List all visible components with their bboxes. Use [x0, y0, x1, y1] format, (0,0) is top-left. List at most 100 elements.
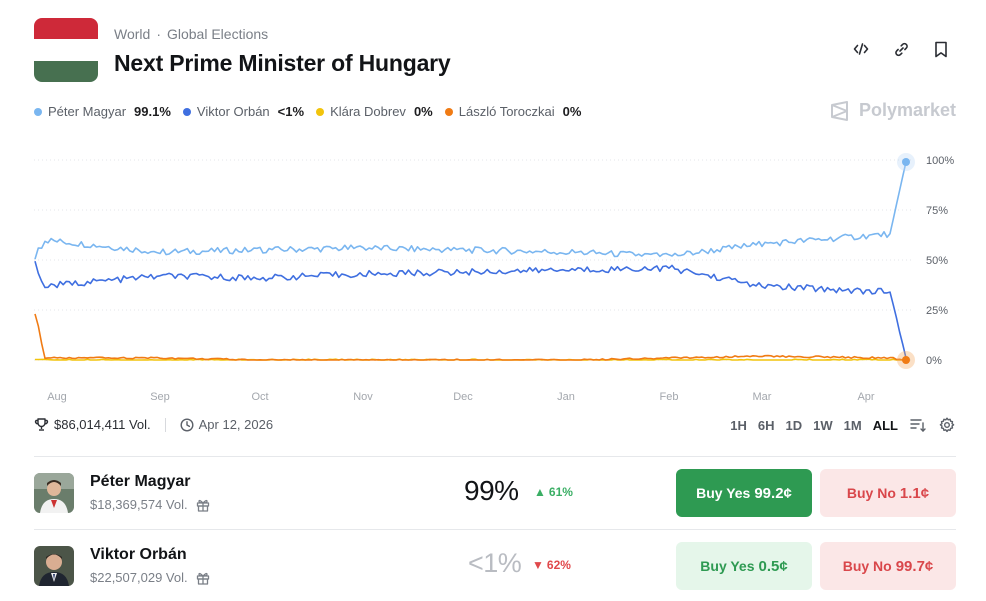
outcome-row-orban: Viktor Orbán $22,507,029 Vol. <1% ▼ 62% … — [34, 529, 956, 601]
range-1d[interactable]: 1D — [785, 417, 803, 433]
range-1m[interactable]: 1M — [843, 417, 862, 433]
x-tick-label: Apr — [857, 391, 874, 403]
gift-icon[interactable] — [196, 571, 210, 585]
outcome-volume-group: $18,369,574 Vol. — [90, 497, 210, 512]
range-1h[interactable]: 1H — [730, 417, 747, 433]
outcome-row-magyar: Péter Magyar $18,369,574 Vol. 99% ▲ 61% … — [34, 456, 956, 529]
x-tick-label: Nov — [353, 391, 373, 403]
y-tick-label: 75% — [926, 205, 948, 217]
gift-icon[interactable] — [196, 498, 210, 512]
x-tick-label: Jan — [557, 391, 575, 403]
outcome-probability: 99% — [464, 475, 519, 506]
buy-no-price: 99.7¢ — [895, 557, 934, 575]
y-tick-label: 50% — [926, 255, 948, 267]
polymarket-icon — [830, 100, 848, 121]
legend-label: Péter Magyar — [48, 104, 127, 119]
price-chart: 100% 75% 50% 25% 0% Aug Sep Oct Nov Dec Jan Feb Mar A… — [34, 153, 954, 403]
trophy-icon — [34, 418, 49, 431]
hungary-flag — [34, 18, 98, 82]
range-all[interactable]: ALL — [872, 417, 898, 433]
legend-dot — [34, 107, 42, 116]
outcome-volume-group: $22,507,029 Vol. — [90, 570, 210, 585]
buy-yes-button[interactable]: Buy Yes 99.2¢ — [676, 469, 812, 517]
range-6h[interactable]: 6H — [757, 417, 775, 433]
series-end-marker — [902, 356, 910, 364]
legend-value: 99.1% — [134, 104, 171, 119]
volume-stat: $86,014,411 Vol. — [34, 417, 151, 432]
y-tick-label: 25% — [926, 305, 948, 317]
outcome-probability: <1% — [468, 548, 522, 578]
legend-item-dobrev: Klára Dobrev 0% — [316, 104, 433, 119]
end-date-stat: Apr 12, 2026 — [180, 417, 273, 432]
change-value: 62% — [546, 558, 571, 572]
settings-gear-icon[interactable] — [938, 416, 956, 434]
buy-yes-label: Buy Yes — [700, 558, 755, 574]
triangle-down-icon: ▼ — [532, 558, 544, 572]
buy-no-label: Buy No — [846, 485, 896, 501]
clock-icon — [180, 417, 194, 432]
buy-no-button[interactable]: Buy No 1.1¢ — [820, 469, 956, 517]
legend-item-magyar: Péter Magyar 99.1% — [34, 104, 171, 119]
embed-icon[interactable] — [852, 38, 870, 60]
market-stats: $86,014,411 Vol. Apr 12, 2026 — [34, 417, 273, 432]
outcome-change: ▼ 62% — [532, 558, 571, 572]
chart-legend: Péter Magyar 99.1% Viktor Orbán <1% Klár… — [34, 104, 581, 119]
legend-item-toroczkai: László Toroczkai 0% — [444, 104, 582, 119]
outcome-name[interactable]: Péter Magyar — [90, 473, 191, 490]
legend-value: 0% — [562, 104, 582, 119]
polymarket-logo: Polymarket — [830, 100, 956, 121]
buy-no-label: Buy No — [842, 558, 892, 574]
breadcrumb-world[interactable]: World — [114, 26, 151, 42]
top-actions — [852, 38, 950, 60]
breadcrumb-global-elections[interactable]: Global Elections — [166, 26, 269, 42]
x-tick-label: Sep — [150, 391, 170, 403]
outcome-volume: $18,369,574 Vol. — [90, 497, 188, 512]
legend-value: <1% — [277, 104, 305, 119]
avatar — [34, 473, 74, 513]
y-tick-label: 0% — [926, 355, 942, 367]
avatar — [34, 546, 74, 586]
legend-dot — [444, 107, 453, 116]
series-line — [34, 161, 907, 260]
series-line — [34, 260, 907, 359]
buy-yes-price: 99.2¢ — [754, 484, 792, 502]
time-range-selector: 1H 6H 1D 1W 1M ALL — [730, 416, 956, 434]
series-line — [34, 313, 906, 361]
x-tick-label: Oct — [251, 391, 268, 403]
legend-dot — [182, 107, 191, 116]
total-volume: $86,014,411 Vol. — [54, 417, 151, 432]
buy-yes-button[interactable]: Buy Yes 0.5¢ — [676, 542, 812, 590]
legend-label: Viktor Orbán — [196, 104, 270, 119]
x-tick-label: Mar — [753, 391, 772, 403]
legend-value: 0% — [413, 104, 433, 119]
range-1w[interactable]: 1W — [813, 417, 833, 433]
outcome-change: ▲ 61% — [534, 485, 573, 499]
outcome-volume: $22,507,029 Vol. — [90, 570, 188, 585]
flag-stripe-red — [34, 18, 98, 40]
stats-divider — [164, 417, 166, 432]
x-tick-label: Feb — [660, 391, 679, 403]
x-tick-label: Aug — [47, 391, 67, 403]
flag-stripe-green — [34, 60, 98, 82]
x-tick-label: Dec — [453, 391, 473, 403]
y-tick-label: 100% — [926, 155, 954, 167]
breadcrumb-separator: · — [156, 26, 161, 42]
legend-label: Klára Dobrev — [330, 104, 406, 119]
legend-label: László Toroczkai — [458, 104, 555, 119]
legend-item-orban: Viktor Orbán <1% — [182, 104, 305, 119]
breadcrumb: World · Global Elections — [114, 26, 268, 42]
flag-stripe-white — [34, 39, 98, 61]
bookmark-icon[interactable] — [932, 38, 950, 60]
buy-no-button[interactable]: Buy No 99.7¢ — [820, 542, 956, 590]
legend-dot — [316, 107, 325, 116]
sort-icon[interactable] — [909, 416, 927, 434]
change-value: 61% — [548, 485, 573, 499]
buy-yes-price: 0.5¢ — [758, 557, 788, 575]
triangle-up-icon: ▲ — [534, 485, 546, 499]
buy-no-price: 1.1¢ — [899, 484, 930, 502]
brand-name: Polymarket — [858, 100, 956, 120]
link-icon[interactable] — [892, 38, 910, 60]
outcome-name[interactable]: Viktor Orbán — [90, 546, 187, 563]
buy-yes-label: Buy Yes — [696, 485, 751, 501]
page-title: Next Prime Minister of Hungary — [114, 50, 451, 76]
